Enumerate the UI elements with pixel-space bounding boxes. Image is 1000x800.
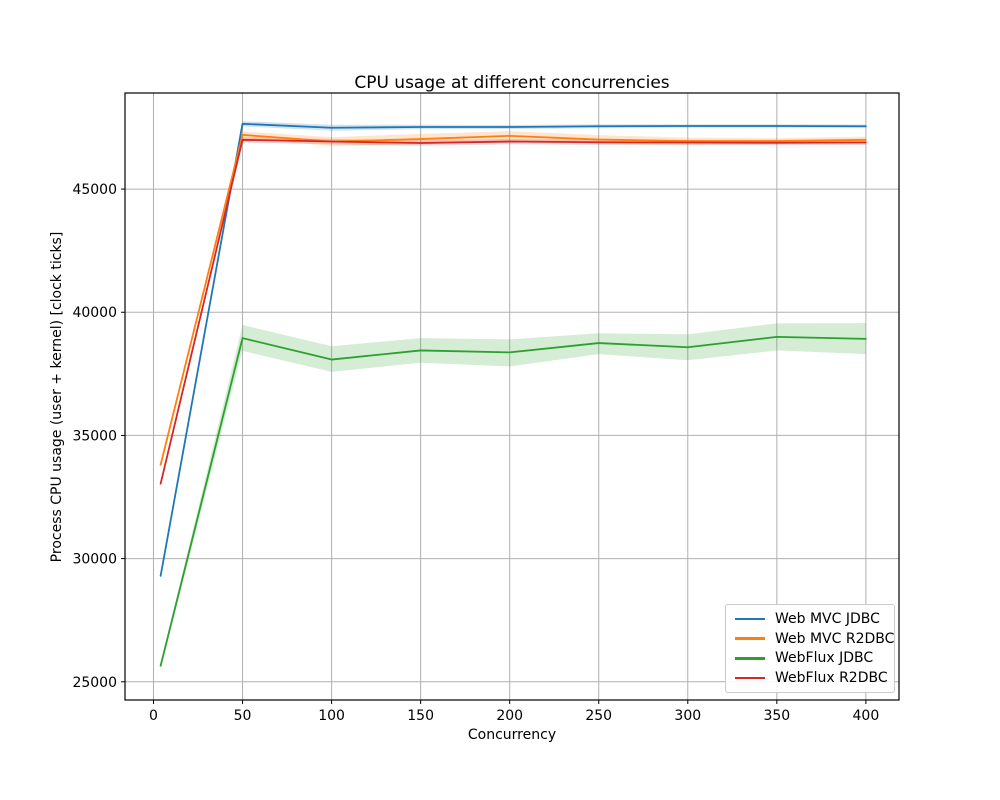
x-tick-label: 250 — [585, 708, 612, 724]
series-line-web-mvc-r2dbc — [159, 133, 867, 466]
legend: Web MVC JDBC Web MVC R2DBC WebFlux JDBC … — [725, 604, 895, 693]
confidence-band-web-mvc-r2dbc — [160, 131, 866, 467]
x-tick-label: 50 — [234, 708, 252, 724]
legend-line-swatch — [735, 657, 765, 660]
legend-label: WebFlux JDBC — [775, 650, 874, 667]
chart-title: CPU usage at different concurrencies — [354, 73, 670, 93]
y-tick-label: 35000 — [72, 428, 117, 444]
y-axis-label: Process CPU usage (user + kernel) [clock… — [49, 231, 65, 563]
legend-label: Web MVC R2DBC — [775, 630, 895, 647]
x-tick-label: 200 — [496, 708, 523, 724]
legend-item-web-mvc-jdbc: Web MVC JDBC — [735, 610, 886, 628]
plot-border — [124, 92, 900, 701]
legend-item-webflux-jdbc: WebFlux JDBC — [735, 649, 886, 667]
x-tick-label: 350 — [763, 708, 790, 724]
series-line-webflux-r2dbc — [159, 138, 867, 485]
x-tick-label: 100 — [318, 708, 345, 724]
series-line-webflux-jdbc — [159, 335, 867, 667]
legend-label: Web MVC JDBC — [775, 611, 880, 627]
x-tick-label: 0 — [149, 708, 158, 724]
legend-line-swatch — [735, 617, 765, 621]
x-axis-label: Concurrency — [467, 727, 557, 743]
legend-line-swatch — [735, 676, 765, 680]
legend-item-web-mvc-r2dbc: Web MVC R2DBC — [735, 630, 894, 648]
x-tick-label: 300 — [674, 708, 701, 724]
legend-label: WebFlux R2DBC — [775, 669, 888, 686]
y-tick-label: 45000 — [72, 182, 117, 198]
x-tick-label: 400 — [853, 708, 880, 724]
legend-item-webflux-r2dbc: WebFlux R2DBC — [735, 669, 888, 687]
y-tick-label: 25000 — [72, 675, 117, 691]
legend-line-swatch — [735, 637, 765, 640]
y-tick-label: 40000 — [72, 305, 117, 321]
x-tick-label: 150 — [407, 708, 434, 724]
series-line-web-mvc-jdbc — [159, 122, 867, 577]
y-tick-label: 30000 — [72, 552, 117, 568]
